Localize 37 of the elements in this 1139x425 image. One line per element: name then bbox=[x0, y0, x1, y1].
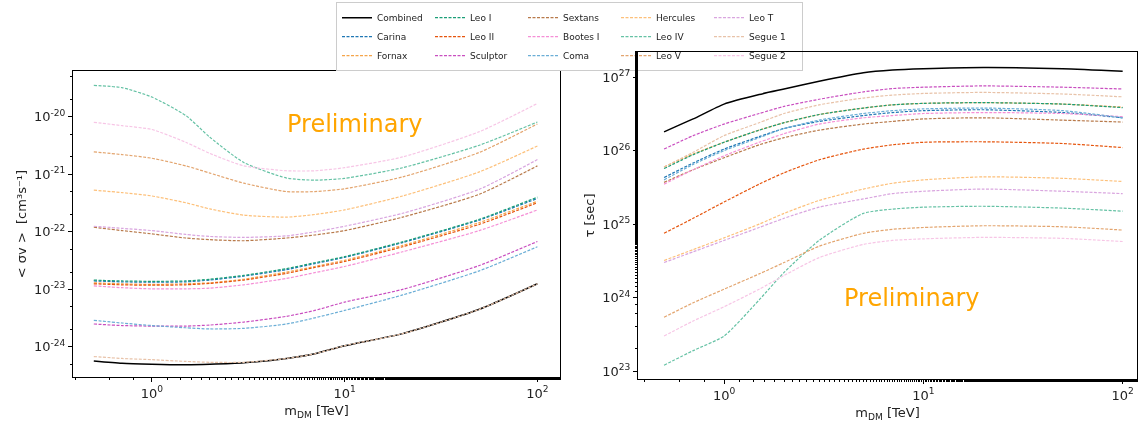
x-tick-label: 10$^{2}$ bbox=[526, 384, 549, 401]
legend-label: Leo I bbox=[470, 13, 492, 24]
y-tick-label: 10$^{23}$ bbox=[602, 362, 631, 379]
y-tick-label: 10$^{26}$ bbox=[602, 141, 631, 159]
legend-label: Leo T bbox=[749, 13, 774, 24]
legend-label: Hercules bbox=[656, 13, 696, 24]
y-tick-label: 10$^{-23}$ bbox=[33, 280, 66, 297]
y-tick-label: 10$^{-22}$ bbox=[33, 222, 66, 240]
y-tick-label: 10$^{-20}$ bbox=[33, 107, 66, 125]
legend-label: Fornax bbox=[377, 51, 409, 62]
y-tick-label: 10$^{-21}$ bbox=[33, 165, 66, 182]
y-tick-label: 10$^{27}$ bbox=[602, 68, 631, 85]
x-tick-label: 10$^{0}$ bbox=[140, 384, 164, 401]
legend-label: Leo II bbox=[470, 32, 495, 43]
y-tick-label: 10$^{-24}$ bbox=[33, 338, 66, 355]
legend-label: Leo IV bbox=[656, 32, 685, 43]
y-axis-title: < σv > [cm³s⁻¹] bbox=[13, 169, 29, 279]
x-tick-label: 10$^{0}$ bbox=[712, 386, 736, 403]
legend-label: Segue 1 bbox=[749, 32, 786, 43]
annotation: Preliminary bbox=[844, 284, 980, 312]
legend-label: Bootes I bbox=[563, 32, 600, 43]
y-tick-label: 10$^{25}$ bbox=[602, 215, 631, 232]
legend-label: Combined bbox=[377, 13, 423, 24]
x-tick-label: 10$^{1}$ bbox=[333, 384, 356, 401]
legend-label: Coma bbox=[563, 51, 590, 62]
legend-label: Sextans bbox=[563, 13, 600, 24]
y-tick-label: 10$^{24}$ bbox=[602, 288, 631, 306]
x-axis-title: m$_{DM}$ [TeV] bbox=[284, 403, 349, 420]
legend-label: Leo V bbox=[656, 51, 682, 62]
legend-label: Segue 2 bbox=[749, 51, 786, 62]
y-axis-title: τ [sec] bbox=[582, 193, 598, 238]
legend-label: Carina bbox=[377, 32, 407, 43]
annotation: Preliminary bbox=[287, 110, 423, 138]
x-tick-label: 10$^{2}$ bbox=[1111, 386, 1134, 403]
x-tick-label: 10$^{1}$ bbox=[912, 386, 935, 403]
legend-label: Sculptor bbox=[470, 51, 508, 62]
x-axis-title: m$_{DM}$ [TeV] bbox=[855, 405, 920, 422]
